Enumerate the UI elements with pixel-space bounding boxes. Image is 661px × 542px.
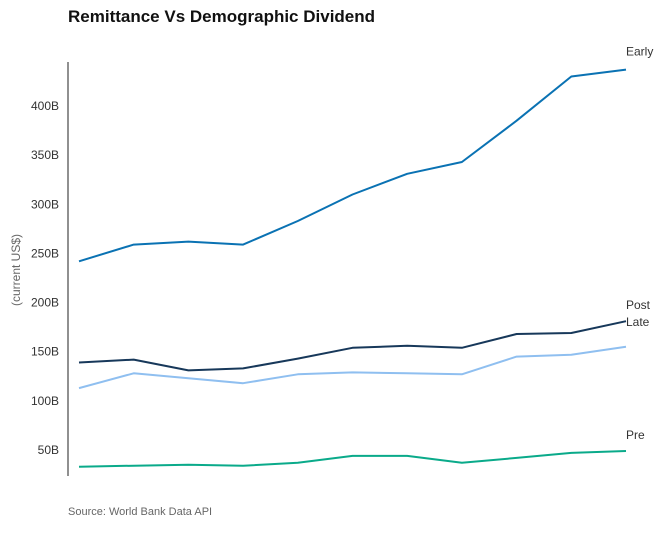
y-tick-label: 150B bbox=[31, 345, 59, 359]
y-tick-label: 100B bbox=[31, 394, 59, 408]
series-label-pre: Pre bbox=[626, 428, 645, 442]
series-labels: Early Post Late Pre bbox=[626, 45, 653, 442]
y-tick-label: 300B bbox=[31, 197, 59, 211]
series-line-post bbox=[78, 320, 627, 372]
series-label-early: Early bbox=[626, 45, 653, 59]
series-line-late bbox=[78, 345, 627, 390]
series-line-early bbox=[78, 68, 627, 263]
y-axis-title: (current US$) bbox=[9, 234, 23, 306]
y-axis-ticks: 50B 100B 150B 200B 250B 300B 350B 400B bbox=[31, 99, 59, 457]
chart-source: Source: World Bank Data API bbox=[68, 506, 213, 518]
series-label-post: Post bbox=[626, 298, 651, 312]
y-tick-label: 350B bbox=[31, 148, 59, 162]
y-tick-label: 400B bbox=[31, 99, 59, 113]
y-tick-label: 200B bbox=[31, 296, 59, 310]
y-tick-label: 250B bbox=[31, 246, 59, 260]
y-tick-label: 50B bbox=[38, 443, 59, 457]
series-label-late: Late bbox=[626, 315, 650, 329]
series-lines bbox=[78, 68, 627, 468]
series-line-pre bbox=[78, 450, 627, 468]
chart-title: Remittance Vs Demographic Dividend bbox=[68, 7, 376, 26]
